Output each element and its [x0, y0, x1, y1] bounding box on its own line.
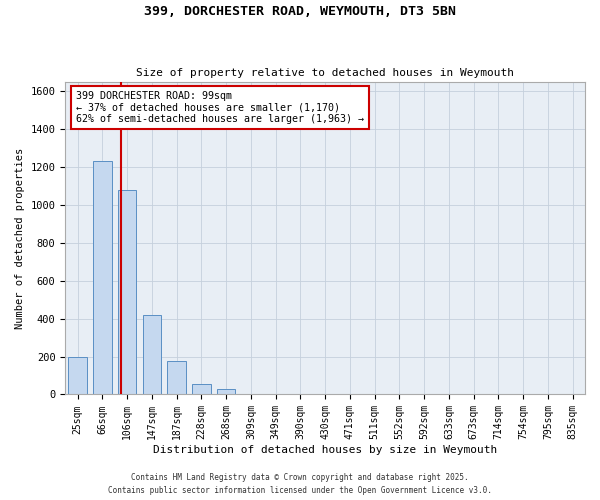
Bar — [143, 315, 161, 394]
Text: 399, DORCHESTER ROAD, WEYMOUTH, DT3 5BN: 399, DORCHESTER ROAD, WEYMOUTH, DT3 5BN — [144, 5, 456, 18]
Text: 399 DORCHESTER ROAD: 99sqm
← 37% of detached houses are smaller (1,170)
62% of s: 399 DORCHESTER ROAD: 99sqm ← 37% of deta… — [76, 91, 364, 124]
Bar — [217, 389, 235, 394]
Y-axis label: Number of detached properties: Number of detached properties — [15, 148, 25, 328]
Bar — [192, 384, 211, 394]
Bar — [93, 161, 112, 394]
Bar — [68, 356, 87, 395]
X-axis label: Distribution of detached houses by size in Weymouth: Distribution of detached houses by size … — [153, 445, 497, 455]
Bar — [167, 362, 186, 394]
Bar — [118, 190, 136, 394]
Title: Size of property relative to detached houses in Weymouth: Size of property relative to detached ho… — [136, 68, 514, 78]
Text: Contains HM Land Registry data © Crown copyright and database right 2025.
Contai: Contains HM Land Registry data © Crown c… — [108, 474, 492, 495]
